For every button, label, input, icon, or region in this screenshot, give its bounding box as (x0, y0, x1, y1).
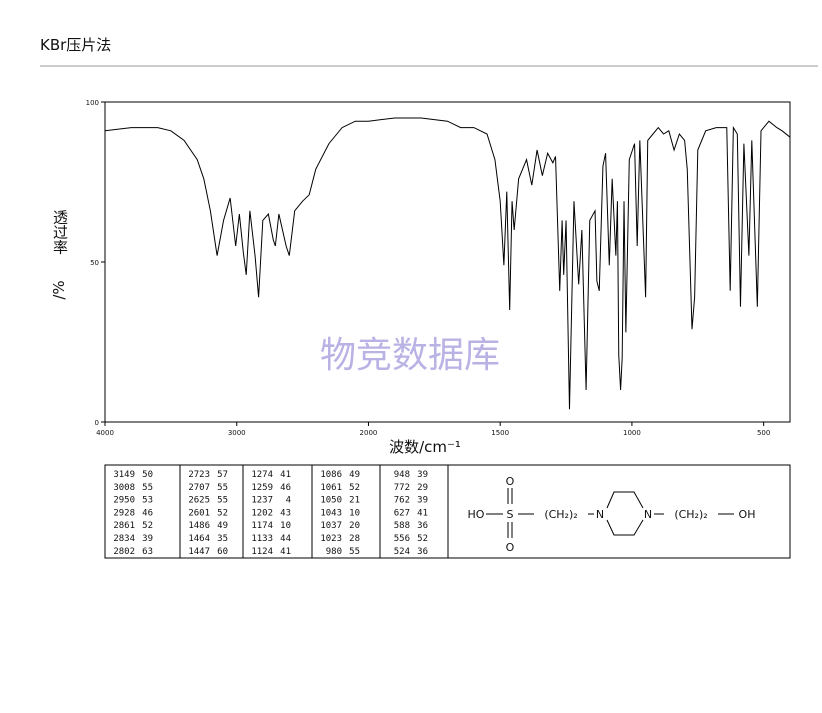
table-transmittance: 41 (417, 508, 428, 518)
x-tick-label: 3000 (228, 429, 246, 437)
table-transmittance: 39 (417, 470, 428, 480)
table-transmittance: 20 (349, 521, 360, 531)
table-dividers (179, 465, 449, 558)
table-wavenumber: 1037 (320, 521, 342, 531)
table-transmittance: 60 (217, 547, 228, 557)
structure-label: O (506, 475, 515, 488)
table-wavenumber: 556 (394, 534, 410, 544)
table-transmittance: 55 (217, 483, 228, 493)
table-wavenumber: 1237 (251, 496, 273, 506)
table-transmittance: 43 (280, 508, 291, 518)
table-transmittance: 57 (217, 470, 228, 480)
table-transmittance: 36 (417, 547, 428, 557)
structure-label: (CH₂)₂ (674, 508, 707, 521)
table-transmittance: 39 (142, 534, 153, 544)
table-transmittance: 46 (280, 483, 291, 493)
table-transmittance: 63 (142, 547, 153, 557)
spectrum-line (104, 117, 791, 410)
x-tick-label: 500 (757, 429, 770, 437)
table-wavenumber: 1023 (320, 534, 342, 544)
table-wavenumber: 588 (394, 521, 410, 531)
y-tick-label: 0 (95, 419, 99, 427)
table-wavenumber: 2625 (188, 496, 210, 506)
table-wavenumber: 1124 (251, 547, 273, 557)
x-tick-label: 1000 (623, 429, 641, 437)
table-wavenumber: 2834 (113, 534, 135, 544)
structure-label: OH (739, 508, 756, 521)
table-wavenumber: 1447 (188, 547, 210, 557)
table-transmittance: 50 (142, 470, 153, 480)
table-wavenumber: 1274 (251, 470, 273, 480)
watermark: 物竞数据库 (320, 335, 500, 376)
x-tick-label: 1500 (491, 429, 509, 437)
table-wavenumber: 1043 (320, 508, 342, 518)
structure-label: N (596, 508, 604, 521)
table-transmittance: 53 (142, 496, 153, 506)
table-wavenumber: 1086 (320, 470, 342, 480)
table-wavenumber: 1464 (188, 534, 210, 544)
table-wavenumber: 3008 (113, 483, 135, 493)
table-wavenumber: 772 (394, 483, 410, 493)
table-wavenumber: 980 (326, 547, 342, 557)
table-wavenumber: 2861 (113, 521, 135, 531)
y-axis-label: 透过率 (51, 210, 69, 255)
x-tick-label: 2000 (360, 429, 378, 437)
table-wavenumber: 2707 (188, 483, 210, 493)
table-wavenumber: 524 (394, 547, 410, 557)
table-wavenumber: 627 (394, 508, 410, 518)
table-wavenumber: 1133 (251, 534, 273, 544)
table-transmittance: 46 (142, 508, 153, 518)
table-transmittance: 52 (217, 508, 228, 518)
table-wavenumber: 2802 (113, 547, 135, 557)
table-wavenumber: 2928 (113, 508, 135, 518)
table-transmittance: 28 (349, 534, 360, 544)
table-transmittance: 41 (280, 547, 291, 557)
table-transmittance: 49 (349, 470, 360, 480)
table-transmittance: 21 (349, 496, 360, 506)
y-axis-unit: /% (50, 280, 68, 299)
table-wavenumber: 1061 (320, 483, 342, 493)
y-tick-label: 50 (90, 259, 99, 267)
table-wavenumber: 948 (394, 470, 410, 480)
table-transmittance: 36 (417, 521, 428, 531)
structure-label: O (506, 541, 515, 554)
table-wavenumber: 1174 (251, 521, 273, 531)
x-tick-label: 4000 (96, 429, 114, 437)
table-wavenumber: 2601 (188, 508, 210, 518)
table-transmittance: 49 (217, 521, 228, 531)
table-wavenumber: 1050 (320, 496, 342, 506)
table-wavenumber: 2950 (113, 496, 135, 506)
structure-label: N (644, 508, 652, 521)
table-transmittance: 10 (280, 521, 291, 531)
table-wavenumber: 3149 (113, 470, 135, 480)
table-transmittance: 10 (349, 508, 360, 518)
table-transmittance: 4 (286, 496, 291, 506)
y-tick-label: 100 (86, 99, 99, 107)
table-transmittance: 55 (142, 483, 153, 493)
structure-label: HO (468, 508, 485, 521)
table-transmittance: 52 (417, 534, 428, 544)
table-transmittance: 44 (280, 534, 291, 544)
table-transmittance: 41 (280, 470, 291, 480)
table-wavenumber: 2723 (188, 470, 210, 480)
table-transmittance: 52 (349, 483, 360, 493)
table-transmittance: 55 (349, 547, 360, 557)
table-wavenumber: 1486 (188, 521, 210, 531)
table-wavenumber: 762 (394, 496, 410, 506)
structure-bonds (486, 488, 734, 538)
table-transmittance: 52 (142, 521, 153, 531)
table-wavenumber: 1202 (251, 508, 273, 518)
table-transmittance: 39 (417, 496, 428, 506)
structure-label: (CH₂)₂ (544, 508, 577, 521)
header-title: KBr压片法 (40, 36, 111, 54)
x-axis-label: 波数/cm⁻¹ (389, 438, 461, 456)
table-transmittance: 35 (217, 534, 228, 544)
structure-label: S (507, 508, 514, 521)
table-wavenumber: 1259 (251, 483, 273, 493)
table-transmittance: 29 (417, 483, 428, 493)
table-transmittance: 55 (217, 496, 228, 506)
